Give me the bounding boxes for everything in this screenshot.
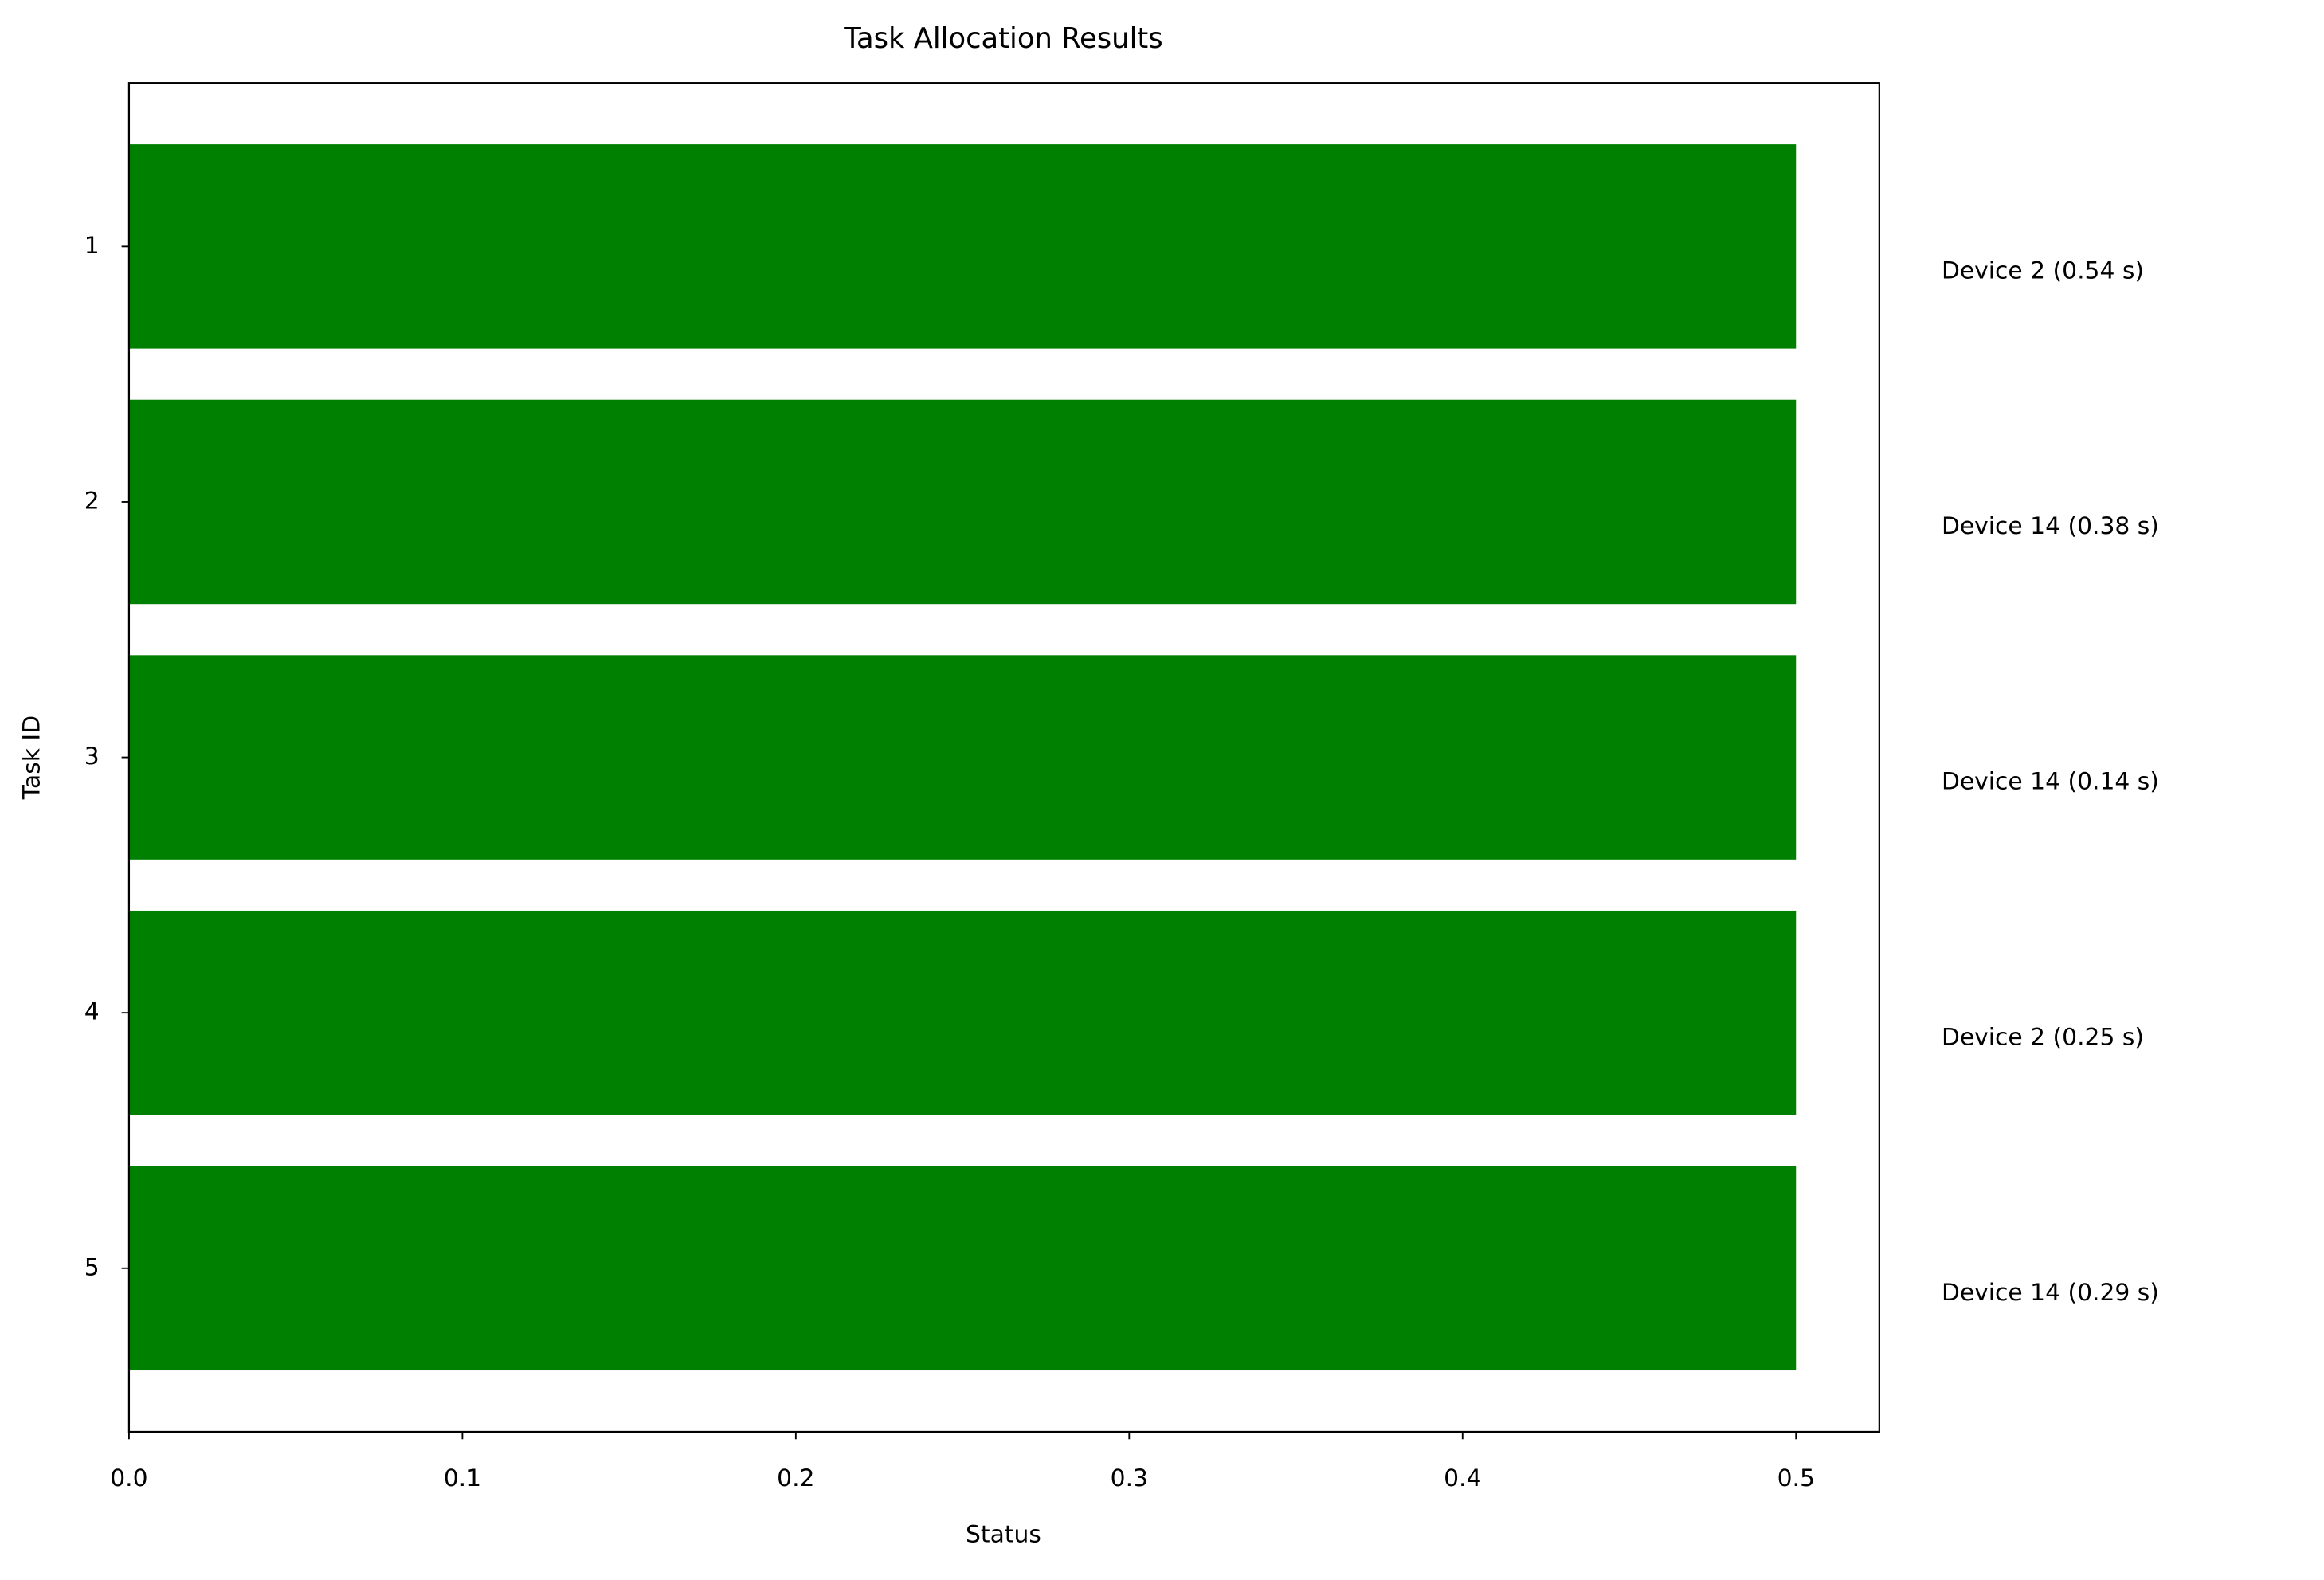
x-tick-label: 0.4 (1444, 1464, 1481, 1492)
x-tick-label: 0.0 (110, 1464, 147, 1492)
y-tick-label: 2 (84, 487, 100, 515)
x-tick-label: 0.3 (1111, 1464, 1148, 1492)
x-tick-label: 0.5 (1777, 1464, 1815, 1492)
y-tick-label: 5 (84, 1253, 100, 1281)
annotation: Device 2 (0.25 s) (1942, 1023, 2144, 1051)
bar (128, 655, 1797, 860)
x-axis-label: Status (966, 1521, 1041, 1549)
chart-title: Task Allocation Results (843, 22, 1162, 55)
annotation: Device 14 (0.29 s) (1942, 1279, 2159, 1307)
annotation: Device 2 (0.54 s) (1942, 257, 2144, 284)
annotation: Device 14 (0.38 s) (1942, 512, 2159, 540)
bar (128, 144, 1797, 349)
x-tick-label: 0.2 (777, 1464, 814, 1492)
y-tick-label: 1 (84, 232, 100, 260)
bar (128, 1166, 1797, 1371)
y-axis-label: Task ID (18, 716, 46, 800)
annotation: Device 14 (0.14 s) (1942, 768, 2159, 796)
y-tick-label: 3 (84, 743, 100, 770)
plot-frame (127, 82, 1880, 1433)
y-tick-label: 4 (84, 998, 100, 1026)
bar (128, 910, 1797, 1115)
bar (128, 399, 1797, 605)
x-tick-label: 0.1 (444, 1464, 481, 1492)
